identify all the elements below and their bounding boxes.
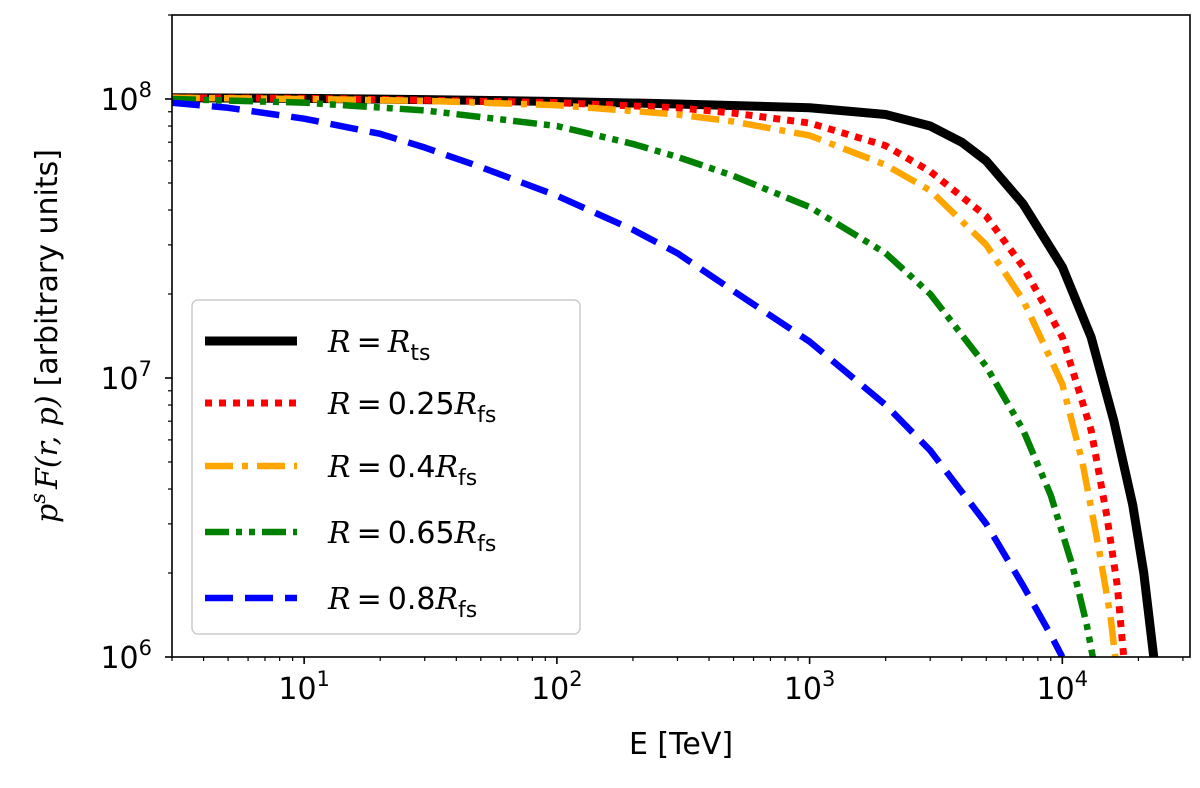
series-line-dotted (172, 94, 1128, 657)
x-tick-label: 104 (1037, 667, 1089, 707)
x-tick-label: 102 (531, 667, 583, 707)
legend-label: R = 0.65Rfs (327, 516, 496, 557)
y-axis-title-units: [arbitrary units] (30, 149, 65, 386)
y-axis-title-p: p (30, 504, 65, 523)
legend-label: R = 0.25Rfs (327, 387, 496, 428)
series-line-dashed (172, 99, 1066, 657)
x-axis-title: E [TeV] (629, 727, 733, 762)
legend-label: R = Rts (327, 325, 430, 366)
x-tick-label: 101 (278, 667, 330, 707)
y-axis-title: psF(r, p) [arbitrary units] (26, 149, 65, 523)
series-layer (172, 93, 1159, 657)
y-tick-label: 108 (100, 78, 152, 118)
legend-label: R = 0.8Rfs (327, 582, 477, 623)
y-tick-label: 106 (100, 636, 152, 676)
plot-frame (171, 14, 1191, 658)
legend-items: R = Rts R = 0.25Rfs R = 0.4Rfs R = 0.65Rfs R = 0.8Rfs (205, 325, 496, 623)
y-axis-title-F: F (30, 467, 65, 490)
series-line-dashdot (172, 94, 1119, 657)
y-axis-title-s: s (26, 493, 50, 504)
legend: R = Rts R = 0.25Rfs R = 0.4Rfs R = 0.65Rfs R = 0.8Rfs (191, 299, 581, 635)
legend-frame (191, 299, 581, 635)
x-tick-label: 103 (784, 667, 836, 707)
y-axis-title-args: (r, p) (30, 395, 65, 468)
legend-label: R = 0.4Rfs (327, 450, 477, 491)
ticks-layer: 101 102 103 104 106 107 108 (100, 14, 1184, 707)
series-line-dashdotdot (172, 95, 1097, 657)
y-tick-label: 107 (100, 357, 152, 397)
